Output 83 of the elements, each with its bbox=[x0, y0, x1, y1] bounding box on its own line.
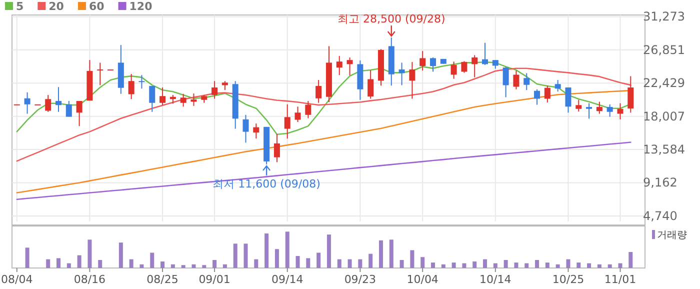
x-tick-label: 10/04 bbox=[406, 273, 438, 286]
bar bbox=[420, 257, 425, 268]
bar bbox=[46, 259, 50, 268]
bar bbox=[129, 259, 134, 268]
bar bbox=[400, 260, 404, 268]
legend-label: 20 bbox=[48, 0, 64, 13]
bar bbox=[181, 265, 186, 268]
bar bbox=[378, 240, 383, 268]
bar bbox=[326, 234, 331, 268]
bar bbox=[628, 252, 633, 268]
bar bbox=[212, 260, 217, 268]
bar bbox=[296, 256, 300, 268]
bar bbox=[254, 259, 258, 268]
y-tick-label: 31,273 bbox=[643, 10, 685, 24]
bar bbox=[462, 263, 466, 268]
bar bbox=[306, 258, 310, 268]
bar bbox=[88, 240, 92, 268]
y-tick-label: 9,162 bbox=[643, 176, 678, 190]
bar bbox=[170, 264, 175, 268]
legend-label: 60 bbox=[88, 0, 105, 13]
bar bbox=[337, 259, 342, 268]
y-tick-label: 4,740 bbox=[643, 208, 678, 223]
annotation: 최고 28,500 (09/28) bbox=[338, 12, 446, 26]
bar bbox=[316, 252, 321, 268]
bar bbox=[274, 249, 279, 268]
line-series bbox=[16, 68, 632, 162]
bar bbox=[608, 264, 612, 268]
bar bbox=[441, 264, 446, 268]
bar bbox=[452, 262, 456, 268]
bar bbox=[576, 262, 581, 268]
bar bbox=[233, 244, 238, 268]
legend-label: 거래량 bbox=[657, 230, 687, 241]
legend-label: 5 bbox=[16, 0, 24, 13]
x-tick-label: 09/01 bbox=[198, 273, 230, 286]
line-series bbox=[16, 142, 632, 200]
bar bbox=[524, 263, 529, 268]
bar bbox=[118, 242, 123, 268]
bar bbox=[140, 264, 144, 268]
bar bbox=[66, 263, 71, 268]
bar bbox=[202, 265, 206, 268]
bar bbox=[160, 261, 165, 268]
legend-label: 120 bbox=[129, 0, 153, 13]
bar bbox=[556, 264, 560, 268]
x-tick-label: 08/16 bbox=[74, 273, 106, 286]
x-tick-label: 09/14 bbox=[272, 273, 304, 286]
x-tick-label: 11/01 bbox=[604, 273, 636, 286]
x-tick-label: 10/25 bbox=[552, 273, 584, 286]
bar bbox=[504, 260, 508, 268]
bar bbox=[566, 259, 570, 268]
x-tick-label: 08/04 bbox=[1, 273, 33, 286]
x-tick-label: 09/23 bbox=[344, 273, 376, 286]
bar bbox=[514, 262, 518, 268]
bar bbox=[222, 264, 227, 268]
bar bbox=[98, 260, 102, 268]
x-tick-label: 10/14 bbox=[480, 273, 512, 286]
bar bbox=[368, 254, 373, 268]
bar bbox=[597, 264, 602, 268]
bar bbox=[430, 262, 435, 268]
bar bbox=[493, 263, 498, 268]
bar bbox=[56, 258, 60, 268]
bar bbox=[244, 244, 248, 268]
y-tick-label: 13,584 bbox=[643, 142, 685, 157]
bar bbox=[410, 250, 414, 268]
bar bbox=[25, 248, 30, 268]
bar bbox=[545, 262, 550, 268]
annotation: 최저 11,600 (09/08) bbox=[212, 177, 320, 190]
bar bbox=[618, 263, 622, 268]
bar bbox=[587, 263, 592, 268]
bar bbox=[483, 259, 488, 268]
bar bbox=[389, 240, 394, 268]
bar bbox=[192, 264, 196, 268]
x-tick-label: 08/25 bbox=[146, 273, 178, 286]
bar bbox=[77, 255, 82, 268]
bar bbox=[472, 261, 477, 268]
bar bbox=[348, 259, 352, 268]
bar bbox=[535, 260, 540, 268]
y-tick-label: 22,429 bbox=[643, 76, 685, 90]
bar bbox=[358, 259, 362, 268]
bar bbox=[285, 232, 290, 268]
y-tick-label: 26,851 bbox=[643, 42, 685, 57]
bar bbox=[264, 233, 269, 268]
bar bbox=[150, 252, 154, 268]
y-tick-label: 18,007 bbox=[643, 109, 685, 124]
